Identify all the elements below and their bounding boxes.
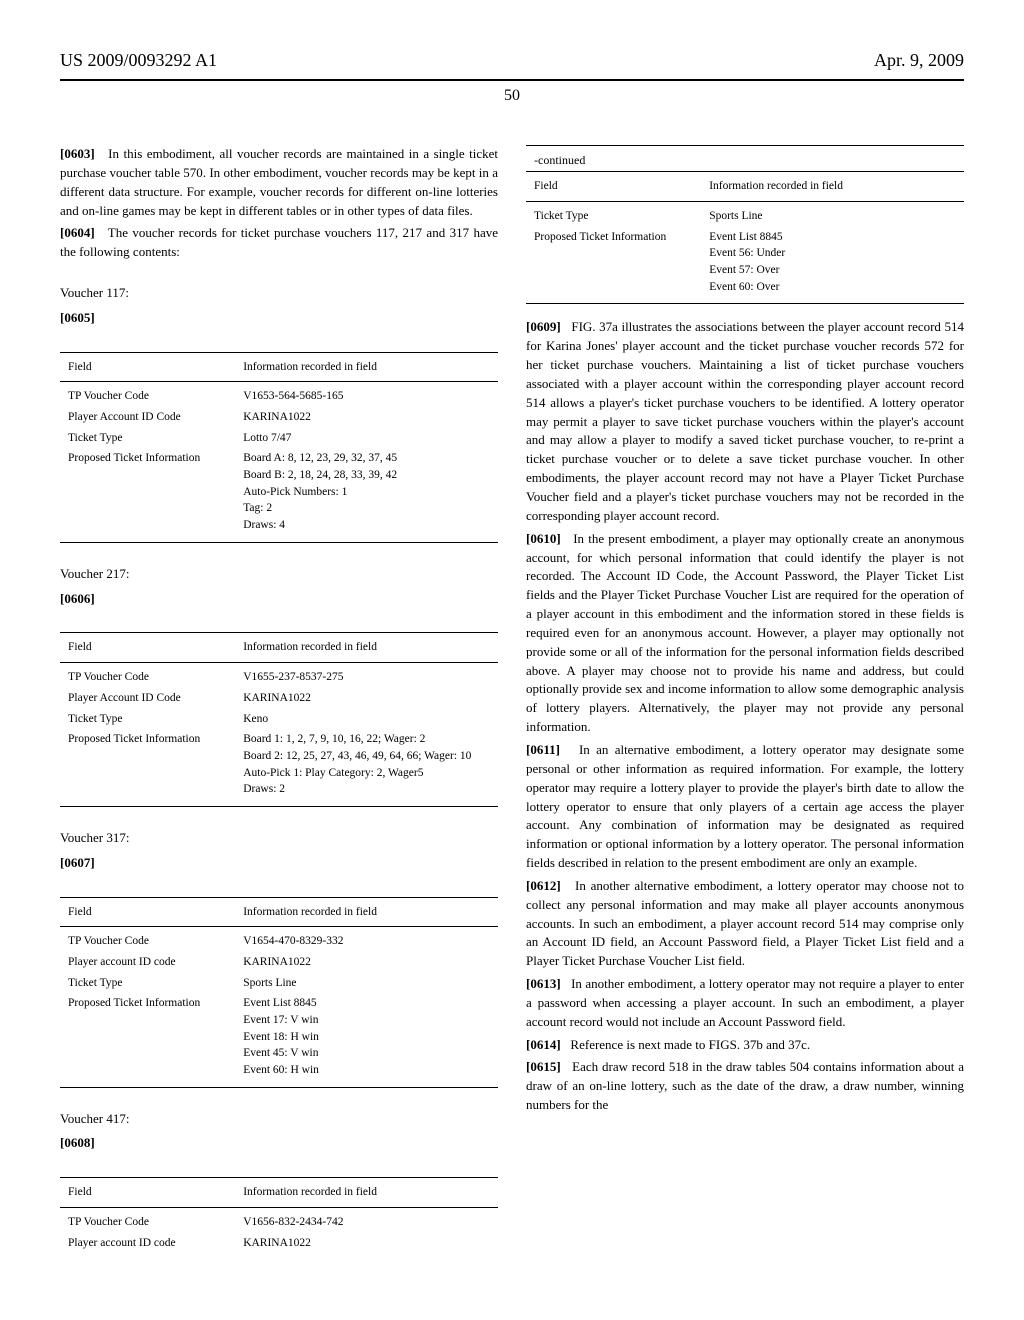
para-text: In another embodiment, a lottery operato… [526,976,964,1029]
para-text: Each draw record 518 in the draw tables … [526,1059,964,1112]
para-text: The voucher records for ticket purchase … [60,225,498,259]
table-header-row: Field Information recorded in field [60,633,498,663]
para-text: In the present embodiment, a player may … [526,531,964,734]
paragraph: [0609] FIG. 37a illustrates the associat… [526,318,964,525]
para-num-standalone: [0606] [60,590,498,609]
doc-number: US 2009/0093292 A1 [60,50,217,71]
table-row: TP Voucher CodeV1656-832-2434-742 [60,1207,498,1232]
para-text: In another alternative embodiment, a lot… [526,878,964,968]
paragraph: [0603] In this embodiment, all voucher r… [60,145,498,220]
para-text: In an alternative embodiment, a lottery … [526,742,964,870]
para-num: [0609] [526,319,561,334]
right-column: -continued Field Information recorded in… [526,145,964,1267]
table-row: Ticket TypeKeno [60,709,498,730]
para-num: [0611] [526,742,560,757]
doc-date: Apr. 9, 2009 [874,50,964,71]
para-num: [0603] [60,146,95,161]
para-num: [0610] [526,531,561,546]
voucher-table-117: Field Information recorded in field TP V… [60,352,498,543]
table-row: Player account ID codeKARINA1022 [60,952,498,973]
voucher-label: Voucher 417: [60,1110,498,1129]
table-header-row: Field Information recorded in field [60,352,498,382]
voucher-label: Voucher 217: [60,565,498,584]
content-columns: [0603] In this embodiment, all voucher r… [60,145,964,1267]
table-row: Proposed Ticket InformationBoard 1: 1, 2… [60,729,498,806]
para-num: [0615] [526,1059,561,1074]
table-row: TP Voucher CodeV1655-237-8537-275 [60,663,498,688]
para-text: In this embodiment, all voucher records … [60,146,498,218]
voucher-table-317: Field Information recorded in field TP V… [60,897,498,1088]
para-text: Reference is next made to FIGS. 37b and … [570,1037,810,1052]
voucher-table-217: Field Information recorded in field TP V… [60,632,498,806]
table-header: Information recorded in field [235,1178,498,1208]
table-row: Proposed Ticket InformationEvent List 88… [60,993,498,1087]
table-row: TP Voucher CodeV1654-470-8329-332 [60,927,498,952]
table-header-row: Field Information recorded in field [60,1178,498,1208]
table-header: Information recorded in field [235,633,498,663]
header-divider [60,79,964,81]
voucher-label: Voucher 317: [60,829,498,848]
para-num: [0614] [526,1037,561,1052]
table-row: Ticket TypeSports Line [526,202,964,227]
table-header: Field [526,172,701,202]
table-header-row: Field Information recorded in field [60,897,498,927]
para-text: FIG. 37a illustrates the associations be… [526,319,964,522]
para-num-standalone: [0607] [60,854,498,873]
table-row: Player Account ID CodeKARINA1022 [60,407,498,428]
voucher-table-continued: -continued Field Information recorded in… [526,145,964,304]
paragraph: [0613] In another embodiment, a lottery … [526,975,964,1032]
para-num: [0613] [526,976,561,991]
para-num: [0612] [526,878,561,893]
voucher-table-417: Field Information recorded in field TP V… [60,1177,498,1253]
paragraph: [0612] In another alternative embodiment… [526,877,964,971]
paragraph: [0610] In the present embodiment, a play… [526,530,964,737]
table-row: Proposed Ticket InformationEvent List 88… [526,227,964,304]
table-header: Field [60,897,235,927]
page-number: 50 [60,87,964,105]
table-header: Field [60,352,235,382]
voucher-label: Voucher 117: [60,284,498,303]
left-column: [0603] In this embodiment, all voucher r… [60,145,498,1267]
table-row: Player Account ID CodeKARINA1022 [60,688,498,709]
table-row: Ticket TypeSports Line [60,973,498,994]
para-num-standalone: [0608] [60,1134,498,1153]
para-num-standalone: [0605] [60,309,498,328]
table-header: Information recorded in field [235,897,498,927]
table-header-row: Field Information recorded in field [526,172,964,202]
paragraph: [0604] The voucher records for ticket pu… [60,224,498,262]
table-continued-title: -continued [526,146,964,172]
table-row: TP Voucher CodeV1653-564-5685-165 [60,382,498,407]
table-row: Proposed Ticket InformationBoard A: 8, 1… [60,448,498,542]
page-header: US 2009/0093292 A1 Apr. 9, 2009 [60,50,964,71]
table-row: Player account ID codeKARINA1022 [60,1233,498,1254]
table-header: Field [60,633,235,663]
table-header: Field [60,1178,235,1208]
table-header: Information recorded in field [701,172,964,202]
table-row: Ticket TypeLotto 7/47 [60,428,498,449]
table-header: Information recorded in field [235,352,498,382]
paragraph: [0611] In an alternative embodiment, a l… [526,741,964,873]
paragraph: [0614] Reference is next made to FIGS. 3… [526,1036,964,1055]
para-num: [0604] [60,225,95,240]
paragraph: [0615] Each draw record 518 in the draw … [526,1058,964,1115]
